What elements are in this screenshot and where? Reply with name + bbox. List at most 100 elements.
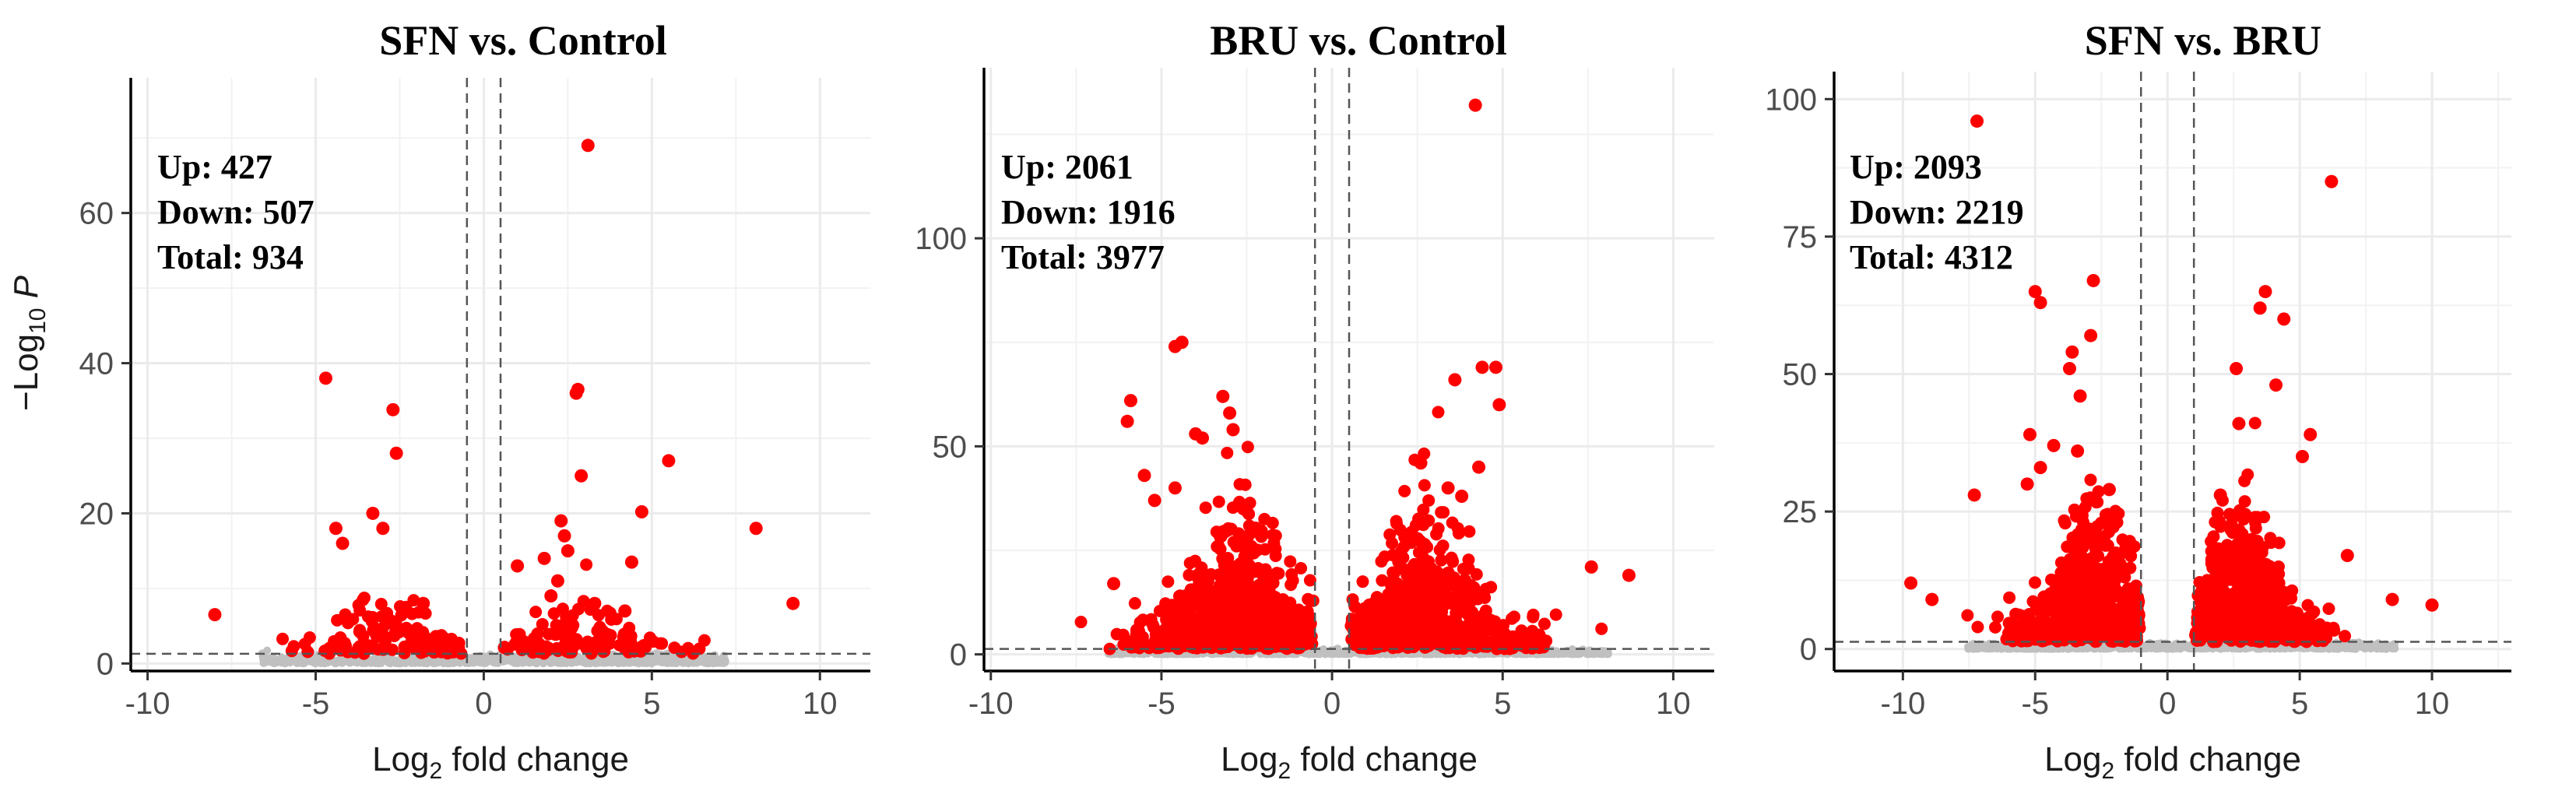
data-point: [298, 638, 311, 651]
data-point: [1123, 394, 1137, 408]
stat-annotation: Total: 3977: [1001, 238, 1165, 276]
data-point: [1455, 490, 1469, 504]
data-point: [1183, 557, 1197, 570]
x-tick-label: -5: [1147, 687, 1176, 721]
data-point-ns: [441, 659, 449, 667]
data-point-ns: [323, 659, 332, 667]
data-point: [1393, 523, 1407, 536]
data-point: [1991, 610, 2005, 624]
y-tick-label: 60: [79, 197, 114, 231]
data-point: [518, 635, 532, 648]
data-point: [1422, 566, 1435, 579]
data-point-ns: [2348, 641, 2358, 652]
y-tick-label: 20: [79, 497, 114, 531]
data-point-ns: [1599, 649, 1608, 658]
data-point: [1221, 446, 1234, 459]
data-point: [276, 632, 290, 645]
data-point-ns: [2357, 641, 2366, 650]
data-point: [588, 596, 602, 610]
data-point: [1393, 640, 1407, 653]
stat-annotation: Up: 2061: [1001, 148, 1133, 186]
data-point: [1199, 501, 1212, 515]
data-point: [662, 454, 676, 468]
data-point: [569, 386, 583, 400]
data-point-ns: [648, 659, 657, 667]
data-point: [575, 469, 589, 483]
data-point: [1213, 627, 1226, 641]
data-point: [1157, 640, 1170, 653]
data-point: [336, 536, 350, 550]
data-point-ns: [290, 655, 299, 663]
data-point: [1241, 441, 1254, 454]
data-point-ns: [455, 659, 464, 667]
data-point: [1170, 616, 1183, 629]
data-point: [600, 628, 613, 641]
data-point: [430, 636, 443, 649]
data-point: [1168, 481, 1182, 495]
data-point: [1475, 360, 1489, 374]
data-point-ns: [479, 657, 489, 667]
data-point: [1527, 610, 1540, 624]
y-tick-label: 0: [97, 647, 114, 681]
data-point: [624, 555, 638, 569]
data-point: [1430, 528, 1443, 541]
data-point: [1492, 398, 1506, 412]
data-point: [1242, 584, 1256, 597]
data-point: [1418, 479, 1431, 492]
data-point: [618, 604, 632, 618]
data-point: [1479, 621, 1492, 634]
data-point: [1223, 406, 1237, 420]
data-point: [357, 630, 370, 643]
data-point: [1375, 555, 1388, 568]
data-point-ns: [448, 659, 457, 667]
data-point: [1448, 373, 1462, 387]
data-point: [1414, 456, 1428, 470]
data-point: [592, 609, 605, 622]
data-point: [1183, 568, 1196, 581]
data-point: [1244, 613, 1257, 627]
data-point: [1239, 595, 1252, 609]
data-point-ns: [277, 655, 287, 666]
data-point: [1137, 469, 1151, 483]
data-point: [1538, 617, 1551, 631]
data-point: [1417, 503, 1430, 516]
y-axis-label: −Log10 P: [7, 275, 51, 411]
x-tick-label: 0: [475, 687, 492, 721]
data-point: [1236, 502, 1250, 516]
x-tick-label: 5: [643, 687, 660, 721]
data-point: [529, 606, 543, 619]
data-point: [365, 615, 378, 628]
data-point: [416, 596, 431, 610]
data-point: [452, 641, 466, 654]
data-point: [1398, 484, 1411, 497]
data-point: [636, 639, 649, 652]
data-point: [511, 628, 524, 641]
data-point: [1472, 460, 1486, 474]
data-point: [1295, 562, 1308, 575]
data-point: [1128, 597, 1141, 610]
data-point: [1584, 560, 1598, 574]
x-tick-label: 0: [1323, 687, 1341, 721]
data-point: [1159, 624, 1172, 638]
data-point: [1147, 494, 1161, 508]
data-point: [1204, 588, 1217, 601]
data-point: [544, 589, 558, 603]
data-point-ns: [572, 658, 581, 666]
data-point: [1272, 614, 1285, 627]
data-point: [1212, 495, 1225, 508]
data-point: [1398, 620, 1411, 634]
data-point: [1506, 612, 1519, 625]
data-point: [386, 402, 400, 416]
data-point: [1183, 616, 1196, 629]
data-point: [1419, 637, 1432, 650]
data-point: [376, 522, 390, 536]
data-point: [1465, 618, 1478, 631]
data-point: [581, 139, 595, 153]
data-point: [550, 574, 564, 588]
data-point: [668, 641, 681, 655]
x-axis-label: Log2 fold change: [1221, 740, 1478, 784]
data-point: [1595, 622, 1608, 635]
data-point: [1161, 575, 1175, 588]
